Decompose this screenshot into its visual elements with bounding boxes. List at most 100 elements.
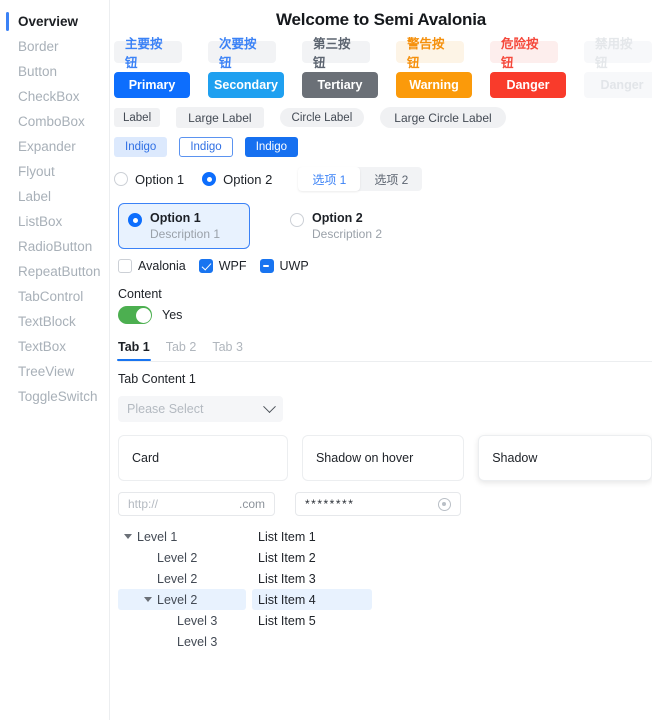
radio-indicator: [114, 172, 128, 186]
checkbox-label: WPF: [218, 259, 247, 273]
option-card-title: Option 2: [312, 211, 363, 225]
chinese-tab-1[interactable]: 选项 1: [298, 167, 361, 191]
sidebar-item-textbox[interactable]: TextBox: [0, 334, 109, 359]
list-item[interactable]: List Item 3: [252, 568, 372, 589]
sidebar-item-repeatbutton[interactable]: RepeatButton: [0, 259, 109, 284]
sidebar-item-label: ToggleSwitch: [18, 389, 98, 404]
checkbox-uwp[interactable]: UWP: [259, 259, 309, 273]
label-chip: Circle Label: [279, 108, 365, 127]
tree-view: Level 1 Level 2 Level 2 Level 2 Level 3 Level…: [118, 526, 246, 652]
cn-button-label: 警告按钮: [407, 37, 445, 70]
sidebar-item-label: ComboBox: [18, 114, 85, 129]
tab-2[interactable]: Tab 2: [166, 340, 197, 361]
sidebar-item-flyout[interactable]: Flyout: [0, 159, 109, 184]
content-label: Content: [118, 287, 162, 301]
list-item[interactable]: List Item 5: [252, 610, 372, 631]
eye-icon[interactable]: [438, 497, 451, 511]
sidebar-item-label: CheckBox: [18, 89, 80, 104]
option-card-2[interactable]: Option 2 Description 2: [280, 203, 412, 249]
list-item[interactable]: List Item 1: [252, 526, 372, 547]
solid-button-secondary[interactable]: Secondary: [208, 72, 284, 98]
url-input[interactable]: http:// .com: [118, 492, 275, 516]
solid-button-tertiary[interactable]: Tertiary: [302, 72, 378, 98]
combobox-placeholder: Please Select: [127, 402, 204, 416]
checkbox-label: UWP: [279, 259, 309, 273]
sidebar-item-label: TextBlock: [18, 314, 76, 329]
indigo-button-label: Indigo: [190, 141, 222, 153]
solid-button-primary[interactable]: Primary: [114, 72, 190, 98]
sidebar-item-expander[interactable]: Expander: [0, 134, 109, 159]
solid-button-row: Primary Secondary Tertiary Warning Danger Dan…: [110, 72, 652, 98]
list-item[interactable]: List Item 2: [252, 547, 372, 568]
cn-button-danger[interactable]: 危险按钮: [490, 37, 558, 70]
cn-button-tertiary[interactable]: 第三按钮: [302, 37, 370, 70]
sidebar-item-tabcontrol[interactable]: TabControl: [0, 284, 109, 309]
label-chip-text: Large Label: [188, 110, 252, 125]
tree-node[interactable]: Level 2: [118, 568, 246, 589]
sidebar-item-button[interactable]: Button: [0, 59, 109, 84]
sidebar-item-label: Border: [18, 39, 59, 54]
tab-1[interactable]: Tab 1: [117, 340, 151, 361]
solid-button-label: Danger: [506, 78, 550, 92]
tree-node[interactable]: Level 3: [118, 610, 246, 631]
indigo-button-light[interactable]: Indigo: [114, 137, 168, 157]
sidebar-item-listbox[interactable]: ListBox: [0, 209, 109, 234]
label-chip: Large Circle Label: [380, 107, 506, 128]
card-label: Card: [132, 451, 160, 465]
checkbox-label: Avalonia: [138, 259, 186, 273]
sidebar-item-toggleswitch[interactable]: ToggleSwitch: [0, 384, 109, 409]
tab-3[interactable]: Tab 3: [212, 340, 243, 361]
checkbox-indicator: [118, 259, 132, 273]
chinese-tab-2[interactable]: 选项 2: [360, 167, 422, 191]
checkbox-wpf[interactable]: WPF: [198, 259, 247, 273]
checkbox-row: Avalonia WPF UWP: [110, 259, 652, 273]
sidebar-item-border[interactable]: Border: [0, 34, 109, 59]
cn-button-secondary[interactable]: 次要按钮: [208, 37, 276, 70]
sidebar-item-checkbox[interactable]: CheckBox: [0, 84, 109, 109]
chinese-tab-label: 选项 1: [312, 172, 347, 187]
toggle-switch[interactable]: [118, 306, 152, 324]
sidebar-item-radiobutton[interactable]: RadioButton: [0, 234, 109, 259]
cn-button-warning[interactable]: 警告按钮: [396, 37, 464, 70]
input-row: http:// .com ********: [118, 492, 652, 516]
option-card-1[interactable]: Option 1 Description 1: [118, 203, 250, 249]
list-item-label: List Item 2: [258, 550, 316, 565]
sidebar-item-label[interactable]: Label: [0, 184, 109, 209]
tree-expander-icon[interactable]: [124, 534, 132, 539]
cn-button-label: 第三按钮: [313, 37, 351, 70]
radio-label: Option 2: [223, 171, 273, 187]
tree-node[interactable]: Level 2: [118, 547, 246, 568]
solid-button-warning[interactable]: Warning: [396, 72, 472, 98]
sidebar-item-label: RadioButton: [18, 239, 93, 254]
sidebar-item-textblock[interactable]: TextBlock: [0, 309, 109, 334]
option-card-description: Description 2: [312, 227, 383, 241]
tab-label: Tab 2: [165, 340, 197, 354]
sidebar-item-treeview[interactable]: TreeView: [0, 359, 109, 384]
tree-node[interactable]: Level 3: [118, 631, 246, 652]
toggle-knob: [135, 307, 151, 323]
password-input[interactable]: ********: [295, 492, 461, 516]
sidebar-item-label: Button: [18, 64, 58, 79]
radio-2[interactable]: Option 2: [202, 172, 272, 187]
radio-indicator: [202, 172, 217, 186]
sidebar-item-overview[interactable]: Overview: [0, 9, 109, 34]
radio-1[interactable]: Option 1: [114, 172, 184, 187]
main-content: Welcome to Semi Avalonia 主要按钮 次要按钮 第三按钮 警告按…: [110, 0, 652, 720]
cn-button-label: 主要按钮: [125, 37, 163, 70]
solid-button-label: Warning: [409, 78, 459, 92]
tree-node[interactable]: Level 1: [118, 526, 246, 547]
solid-button-danger[interactable]: Danger: [490, 72, 566, 98]
cn-button-primary[interactable]: 主要按钮: [114, 37, 182, 70]
indigo-button-outline[interactable]: Indigo: [179, 137, 233, 157]
chevron-down-icon: [263, 399, 276, 413]
sidebar-item-label: TextBox: [18, 339, 67, 354]
combobox[interactable]: Please Select: [118, 396, 283, 422]
tree-expander-icon[interactable]: [144, 597, 152, 602]
tree-node[interactable]: Level 2: [118, 589, 246, 610]
sidebar: Overview Border Button CheckBox ComboBox Expa…: [0, 0, 110, 720]
list-item[interactable]: List Item 4: [252, 589, 372, 610]
indigo-button-solid[interactable]: Indigo: [244, 137, 299, 157]
sidebar-item-combobox[interactable]: ComboBox: [0, 109, 109, 134]
card-2: Shadow on hover: [301, 435, 465, 481]
checkbox-avalonia[interactable]: Avalonia: [118, 259, 186, 273]
